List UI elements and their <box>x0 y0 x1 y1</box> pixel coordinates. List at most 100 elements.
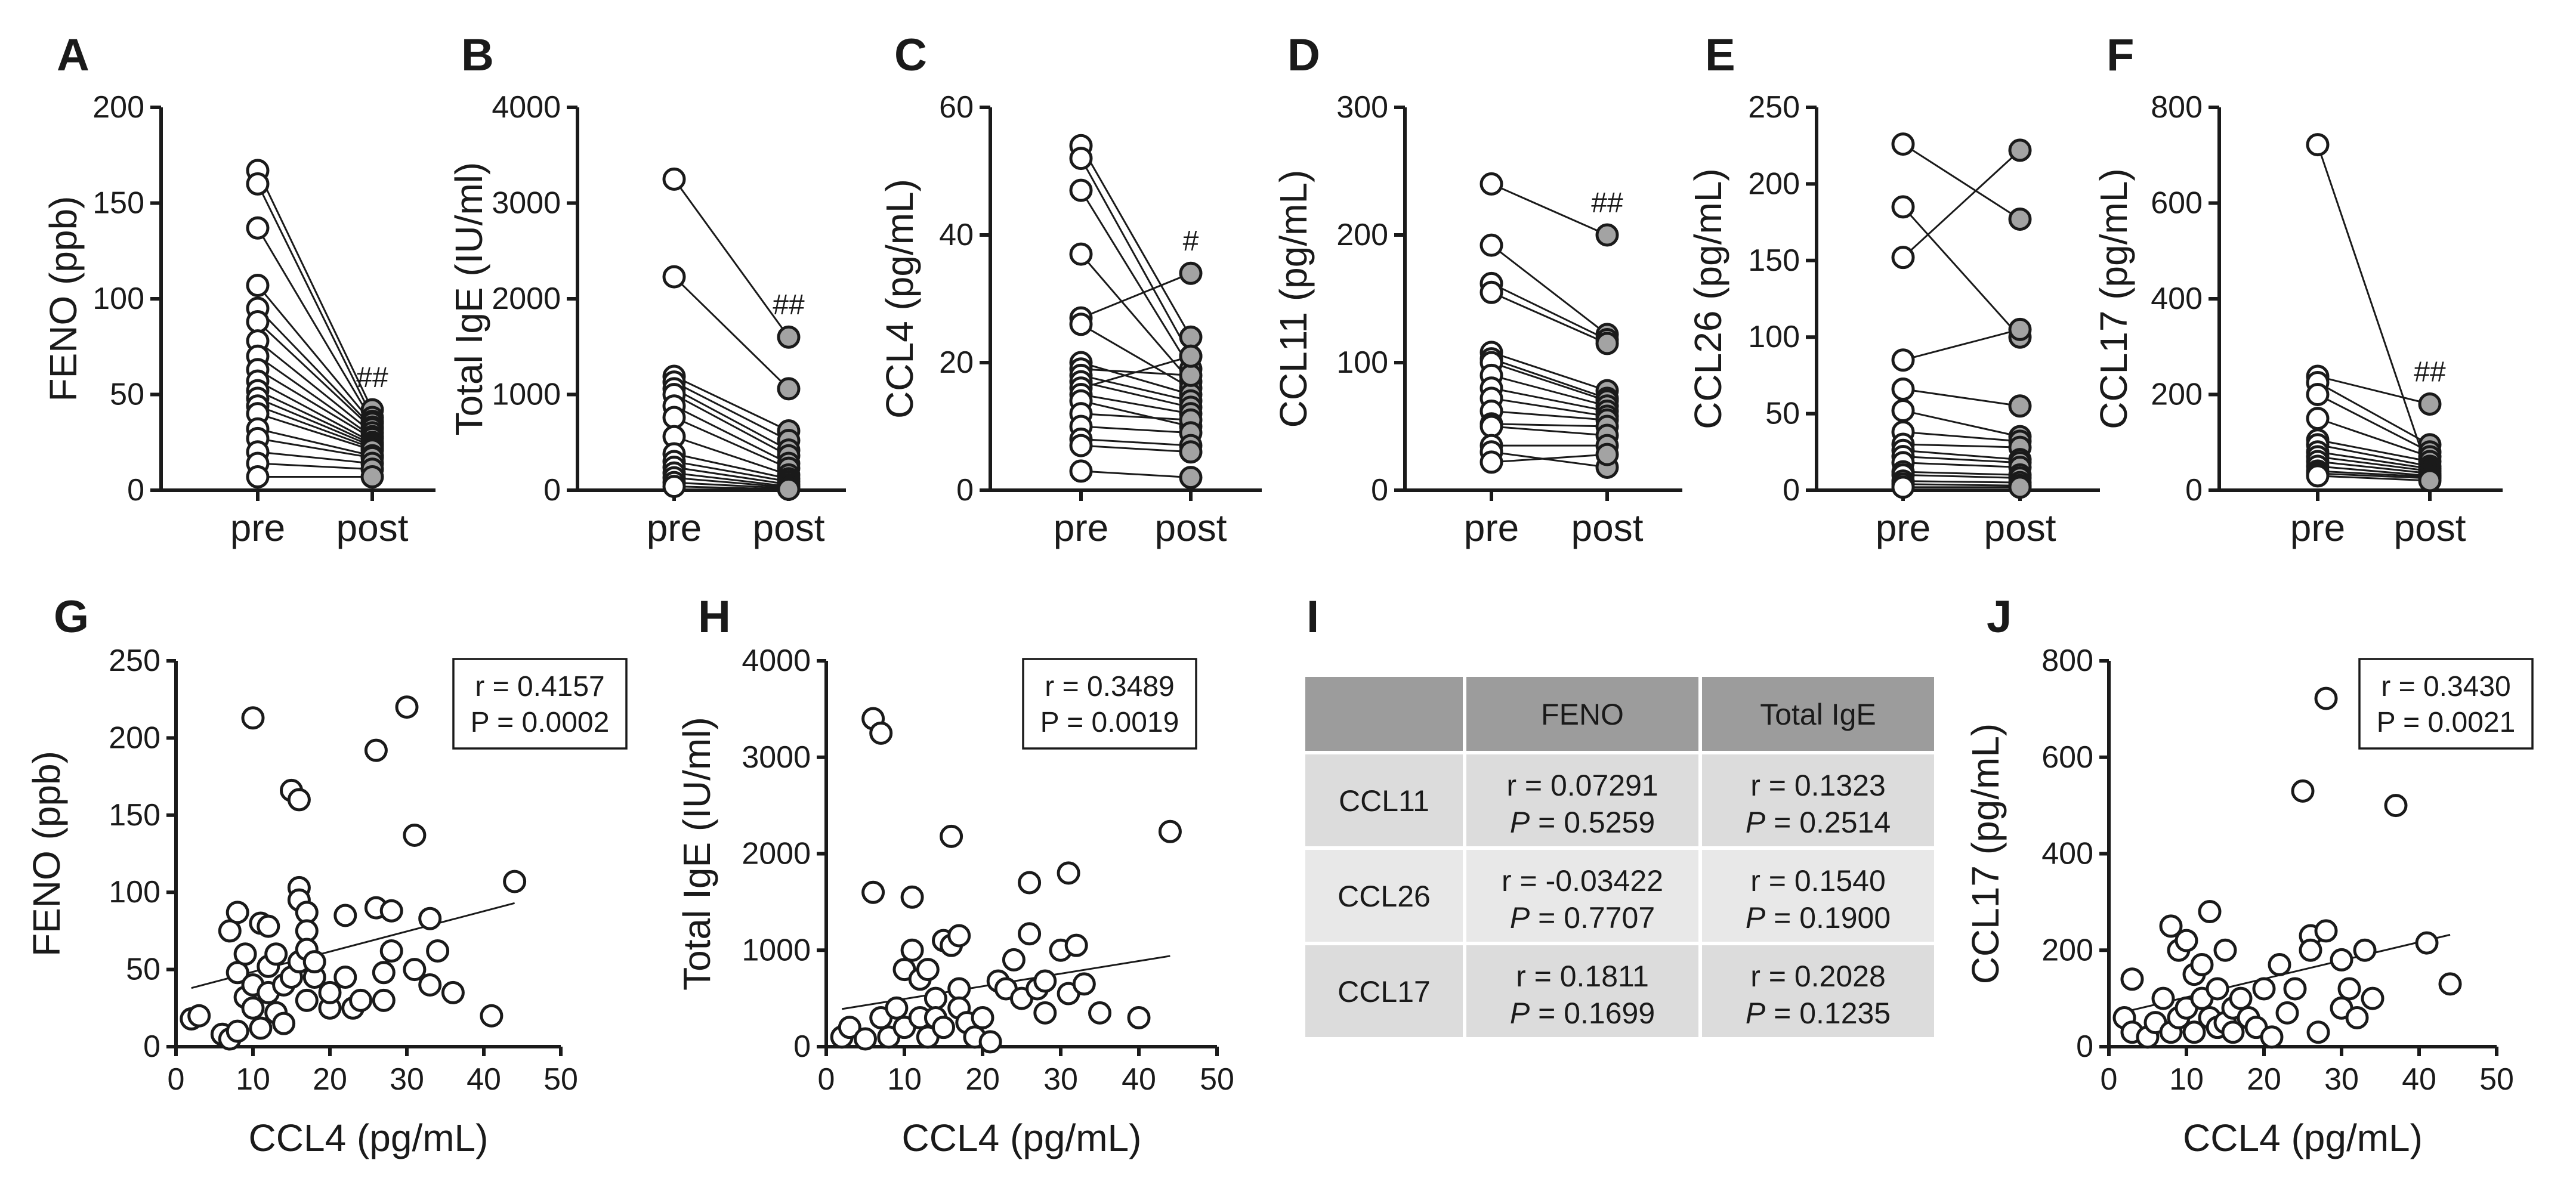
pair-line <box>2316 144 2431 477</box>
x-tick-label: pre <box>1464 506 1519 549</box>
table-p-value: P = 0.7707 <box>1510 901 1655 935</box>
post-point <box>777 325 801 349</box>
y-axis-title: CCL17 (pg/mL) <box>2092 168 2135 429</box>
table-header-cell <box>1698 673 1938 754</box>
y-tick-label: 400 <box>2041 837 2093 871</box>
pair-line <box>257 284 373 424</box>
pair-line <box>674 416 789 469</box>
pair-line <box>674 485 789 490</box>
x-tick-label: pre <box>1054 506 1109 549</box>
pair-line <box>1080 394 1191 415</box>
pre-point <box>1891 132 1915 156</box>
y-tick-label: 3000 <box>742 740 811 775</box>
data-point <box>861 880 885 904</box>
table-cell <box>1463 751 1702 850</box>
pair-line <box>674 477 789 488</box>
pre-point <box>246 465 270 489</box>
pre-point <box>2306 383 2330 406</box>
panel-letter: J <box>1987 592 2012 642</box>
post-point <box>1179 325 1203 349</box>
pair-line <box>673 178 790 338</box>
data-point <box>923 986 947 1010</box>
x-tick-label: pre <box>1876 506 1931 549</box>
y-axis-title: Total IgE (IU/ml) <box>675 717 718 991</box>
x-tick-label: post <box>1155 506 1227 549</box>
pair-line <box>674 375 789 432</box>
stat-box <box>452 658 628 750</box>
data-point <box>379 899 403 923</box>
data-point <box>441 980 465 1004</box>
x-tick-label: 30 <box>2324 1062 2359 1097</box>
table-r-value: r = 0.1540 <box>1750 864 1886 898</box>
data-point <box>1033 969 1057 993</box>
post-point <box>1595 443 1619 466</box>
data-point <box>947 924 971 948</box>
data-point <box>372 988 396 1012</box>
x-tick-label: pre <box>647 506 702 549</box>
pair-line <box>257 397 373 447</box>
table-row-label: CCL17 <box>1338 975 1431 1008</box>
x-tick-label: pre <box>2290 506 2346 549</box>
data-point <box>2314 919 2338 943</box>
pre-point <box>1069 459 1093 483</box>
pair-line <box>2317 417 2430 458</box>
y-tick-label: 100 <box>1336 345 1388 380</box>
pair-line <box>2317 470 2430 478</box>
post-point <box>1179 363 1203 387</box>
data-point <box>1127 1006 1151 1029</box>
y-tick-label: 150 <box>109 798 160 833</box>
data-point <box>403 958 427 982</box>
y-tick-label: 1000 <box>742 933 811 967</box>
table-r-value: r = 0.1323 <box>1750 769 1886 802</box>
table-r-value: r = 0.07291 <box>1506 769 1658 802</box>
data-point <box>2345 1006 2369 1029</box>
pre-point <box>2306 133 2330 157</box>
pair-line <box>1491 453 1608 463</box>
y-axis-title: FENO (ppb) <box>42 196 85 402</box>
pre-point <box>246 310 270 334</box>
pair-line <box>2317 444 2430 468</box>
post-point <box>777 477 801 501</box>
y-tick-label: 200 <box>109 720 160 755</box>
x-tick-label: 10 <box>236 1062 270 1097</box>
x-tick-label: 50 <box>1200 1062 1234 1097</box>
y-tick-label: 100 <box>92 281 144 316</box>
post-point <box>360 465 384 489</box>
y-axis-title: FENO (ppb) <box>25 751 68 957</box>
y-tick-label: 0 <box>793 1029 811 1064</box>
y-tick-label: 200 <box>92 90 144 125</box>
post-point <box>2008 475 2032 499</box>
panel-letter: F <box>2106 30 2134 81</box>
panel-letter: I <box>1306 592 1319 642</box>
data-point <box>2159 914 2183 938</box>
y-tick-label: 3000 <box>492 186 561 221</box>
p-number: = 0.5259 <box>1530 806 1655 839</box>
data-point <box>2337 977 2361 1001</box>
pair-line <box>1491 282 1608 341</box>
pair-line <box>1080 374 1191 402</box>
data-point <box>2229 986 2253 1010</box>
table-p-value: P = 0.1699 <box>1510 997 1655 1030</box>
panel-d: D 0 100 200 300 pre post CCL11 (pg/mL) ## <box>1272 30 1682 549</box>
data-point <box>2268 953 2291 977</box>
table-r-value: r = -0.03422 <box>1502 864 1663 898</box>
data-point <box>318 980 342 1004</box>
p-number: = 0.1235 <box>1765 997 1891 1030</box>
data-point <box>838 1016 861 1040</box>
p-symbol: P <box>1510 997 1530 1030</box>
pair-line <box>1491 244 1608 336</box>
data-point <box>2314 686 2338 710</box>
data-point <box>932 1016 955 1040</box>
data-point <box>1088 1001 1111 1025</box>
pair-line <box>257 355 373 438</box>
y-axis-title: CCL4 (pg/mL) <box>878 179 921 419</box>
pair-line <box>257 437 373 459</box>
pre-point <box>1069 178 1093 202</box>
pair-line <box>1902 456 2021 464</box>
y-tick-label: 600 <box>2151 186 2203 221</box>
data-point <box>241 996 265 1020</box>
data-point <box>249 1016 273 1040</box>
x-tick-label: post <box>1571 506 1644 549</box>
x-tick-label: 50 <box>2479 1062 2514 1097</box>
data-point <box>947 977 971 1001</box>
